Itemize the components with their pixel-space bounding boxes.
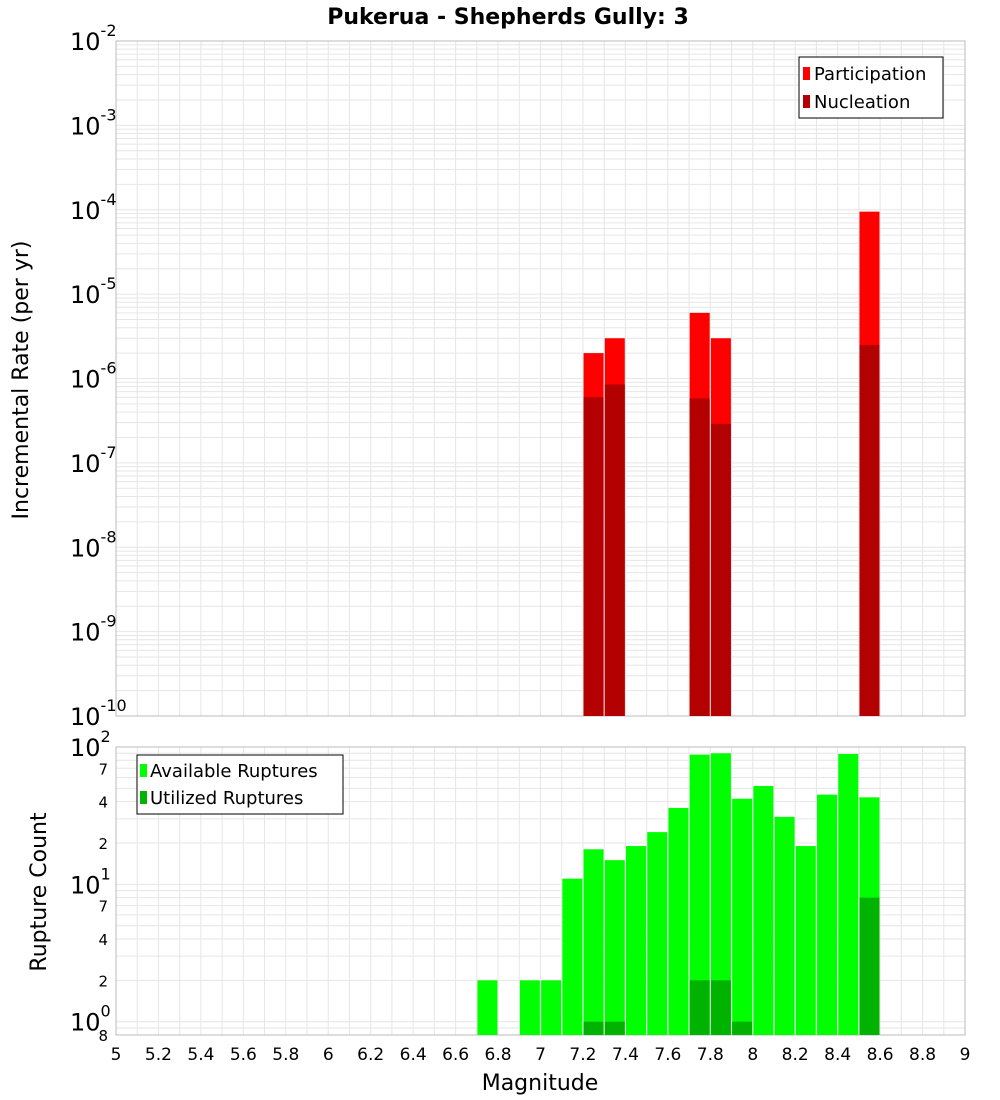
rate-panel-y-ticks: 10-10 10-9 10-8 10-7 10-6 10-5 10-4 10-3 10-2 xyxy=(70,21,127,731)
count-y-minor-tick-label: 7 xyxy=(98,760,108,778)
nucleation-bar xyxy=(710,423,731,716)
x-tick-label: 6.6 xyxy=(442,1045,469,1065)
rate-legend-box xyxy=(798,56,944,119)
count-panel-frame xyxy=(115,746,966,1036)
count-y-tick-label: 101 xyxy=(70,864,111,899)
x-tick-label: 5.8 xyxy=(272,1045,299,1065)
count-y-tick-label: 100 xyxy=(70,1002,111,1037)
utilized-ruptures-bar xyxy=(859,897,880,1035)
count-panel-legend: Available Ruptures Utilized Ruptures xyxy=(136,754,344,815)
count-panel-y-label: Rupture Count xyxy=(27,812,52,972)
nucleation-bar xyxy=(859,344,880,716)
rate-panel-grid xyxy=(115,41,966,717)
rate-y-tick-label: 10-2 xyxy=(70,21,117,56)
x-tick-label: 5.4 xyxy=(187,1045,214,1065)
available-legend-swatch xyxy=(140,764,147,777)
available-ruptures-bar xyxy=(689,754,710,1035)
available-ruptures-bar xyxy=(732,798,753,1035)
rate-panel-bars xyxy=(583,211,880,716)
available-ruptures-bar xyxy=(519,980,540,1035)
x-tick-label: 8 xyxy=(747,1045,758,1065)
x-tick-label: 5.6 xyxy=(230,1045,257,1065)
rate-y-tick-label: 10-4 xyxy=(70,190,117,225)
x-tick-label: 7.6 xyxy=(654,1045,681,1065)
rate-y-tick-label: 10-9 xyxy=(70,612,117,647)
available-ruptures-bar xyxy=(795,846,816,1035)
utilized-ruptures-bar xyxy=(732,1021,753,1035)
available-ruptures-bar xyxy=(753,786,774,1035)
count-y-minor-tick-label: 8 xyxy=(98,1027,108,1045)
rate-panel-y-label: Incremental Rate (per yr) xyxy=(9,241,34,520)
x-tick-label: 6 xyxy=(323,1045,334,1065)
x-tick-label: 7 xyxy=(535,1045,546,1065)
available-ruptures-bar xyxy=(604,860,625,1035)
available-ruptures-bar xyxy=(817,794,838,1035)
available-legend-label: Available Ruptures xyxy=(150,761,318,782)
rate-y-tick-label: 10-10 xyxy=(70,696,127,731)
rate-y-tick-label: 10-6 xyxy=(70,359,117,394)
rate-panel-legend: Participation Nucleation xyxy=(798,56,944,119)
available-ruptures-bar xyxy=(562,878,583,1035)
available-ruptures-bar xyxy=(583,849,604,1035)
utilized-ruptures-bar xyxy=(710,980,731,1035)
x-tick-label: 9 xyxy=(960,1045,971,1065)
x-tick-label: 7.8 xyxy=(697,1045,724,1065)
utilized-ruptures-bar xyxy=(689,980,710,1035)
count-y-minor-tick-label: 4 xyxy=(98,931,108,949)
rate-y-tick-label: 10-3 xyxy=(70,105,117,140)
participation-legend-swatch xyxy=(803,67,810,80)
nucleation-bar xyxy=(689,398,710,716)
count-y-minor-tick-label: 2 xyxy=(98,972,108,990)
utilized-legend-swatch xyxy=(140,791,147,804)
rate-panel-frame xyxy=(115,40,966,717)
x-axis-label: Magnitude xyxy=(482,1071,599,1096)
count-y-minor-tick-label: 7 xyxy=(98,898,108,916)
count-panel-bars xyxy=(477,753,880,1035)
count-panel-x-ticks: 5 5.2 5.4 5.6 5.8 6 6.2 6.4 6.6 6.8 7 7.2 7.4 7.6 7.8 8… xyxy=(111,1045,971,1065)
utilized-ruptures-bar xyxy=(604,1021,625,1035)
nucleation-bar xyxy=(604,384,625,716)
x-tick-label: 6.4 xyxy=(400,1045,427,1065)
rate-y-tick-label: 10-5 xyxy=(70,274,117,309)
utilized-legend-label: Utilized Ruptures xyxy=(150,788,303,809)
x-tick-label: 7.2 xyxy=(569,1045,596,1065)
utilized-ruptures-bar xyxy=(583,1021,604,1035)
count-legend-box xyxy=(136,754,344,815)
available-ruptures-bar xyxy=(838,753,859,1035)
available-ruptures-bar xyxy=(774,816,795,1035)
x-tick-label: 8.2 xyxy=(782,1045,809,1065)
x-tick-label: 7.4 xyxy=(612,1045,639,1065)
available-ruptures-bar xyxy=(477,980,498,1035)
available-ruptures-bar xyxy=(668,807,689,1035)
available-ruptures-bar xyxy=(647,832,668,1035)
x-tick-label: 6.8 xyxy=(485,1045,512,1065)
chart-title: Pukerua - Shepherds Gully: 3 xyxy=(327,5,689,30)
rate-y-tick-label: 10-7 xyxy=(70,443,117,478)
participation-legend-label: Participation xyxy=(814,64,926,85)
count-y-minor-tick-label: 4 xyxy=(98,794,108,812)
available-ruptures-bar xyxy=(626,846,647,1035)
count-y-tick-label: 102 xyxy=(70,727,111,762)
x-tick-label: 5.2 xyxy=(145,1045,172,1065)
available-ruptures-bar xyxy=(710,753,731,1035)
nucleation-legend-label: Nucleation xyxy=(814,92,910,113)
available-ruptures-bar xyxy=(541,980,562,1035)
x-tick-label: 8.4 xyxy=(824,1045,851,1065)
x-tick-label: 8.8 xyxy=(909,1045,936,1065)
x-tick-label: 5 xyxy=(111,1045,122,1065)
x-tick-label: 8.6 xyxy=(867,1045,894,1065)
x-tick-label: 6.2 xyxy=(357,1045,384,1065)
nucleation-bar xyxy=(583,397,604,716)
count-panel-y-ticks: 100 101 102 8 2 4 7 2 4 7 xyxy=(70,727,111,1045)
count-y-minor-tick-label: 2 xyxy=(98,835,108,853)
nucleation-legend-swatch xyxy=(803,95,810,108)
rate-y-tick-label: 10-8 xyxy=(70,527,117,562)
